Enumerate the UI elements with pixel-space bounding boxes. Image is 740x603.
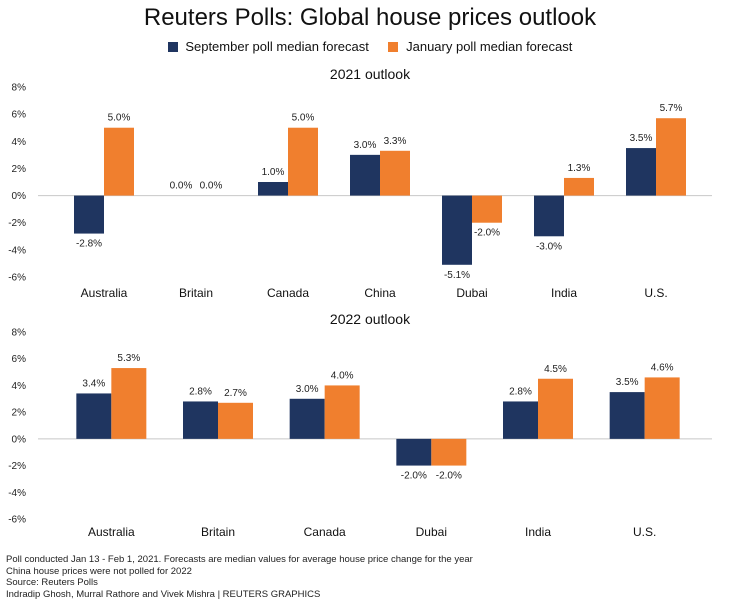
data-label-2021: 0.0% <box>170 181 193 192</box>
bar-2021-january <box>104 127 134 196</box>
y-tick-label-2022: 0% <box>12 434 27 445</box>
bar-2021-january <box>656 118 686 196</box>
bar-2022-january <box>111 368 147 439</box>
data-label-2022: 2.8% <box>189 386 212 397</box>
data-label-2021: 3.5% <box>630 133 653 144</box>
category-label-2022: India <box>525 525 551 539</box>
legend-swatch-september <box>167 42 178 52</box>
category-label-2022: Australia <box>88 525 135 539</box>
bar-2021-september <box>534 195 564 237</box>
legend-label-january: January poll median forecast <box>406 39 573 54</box>
data-label-2021: -5.1% <box>444 270 470 281</box>
y-tick-label-2022: -4% <box>8 488 26 499</box>
bar-2021-september <box>626 148 656 196</box>
data-label-2021: 3.3% <box>384 136 407 147</box>
category-label-2021: Britain <box>179 286 213 300</box>
data-label-2021: 5.0% <box>292 113 315 124</box>
y-tick-label-2021: 0% <box>12 191 27 202</box>
footer-credits: Indradip Ghosh, Murral Rathore and Vivek… <box>6 588 321 600</box>
data-label-2021: 3.0% <box>354 140 377 151</box>
data-label-2021: -2.0% <box>474 228 500 239</box>
bar-2021-september <box>442 195 472 265</box>
y-tick-label-2021: 2% <box>12 164 27 175</box>
bar-2021-september <box>258 182 288 196</box>
data-label-2021: 5.7% <box>660 103 683 114</box>
bar-2022-january <box>324 385 360 439</box>
footer-source: Source: Reuters Polls <box>6 577 98 588</box>
y-tick-label-2021: -4% <box>8 245 26 256</box>
bar-2022-january <box>218 402 253 439</box>
category-label-2021: Dubai <box>456 286 487 300</box>
y-tick-label-2021: 8% <box>12 83 27 94</box>
legend-item-september: September poll median forecast <box>167 39 369 54</box>
category-label-2021: U.S. <box>644 286 667 300</box>
bar-2021-september <box>74 195 104 234</box>
bar-2022-january <box>644 377 680 439</box>
footer: Poll conducted Jan 13 - Feb 1, 2021. For… <box>6 554 473 600</box>
data-label-2021: -3.0% <box>536 241 562 252</box>
footer-note: Poll conducted Jan 13 - Feb 1, 2021. For… <box>6 554 473 565</box>
data-label-2022: 4.5% <box>544 364 567 375</box>
category-label-2021: India <box>551 286 577 300</box>
bar-2021-january <box>288 127 318 196</box>
data-label-2022: 3.4% <box>82 378 105 389</box>
data-label-2022: 2.8% <box>509 386 532 397</box>
data-label-2022: -2.0% <box>401 471 427 482</box>
panel-title-2021: 2021 outlook <box>330 66 411 82</box>
data-label-2021: -2.8% <box>76 239 102 250</box>
category-label-2022: Dubai <box>416 525 447 539</box>
bar-2022-september <box>503 401 538 439</box>
legend-swatch-january <box>388 42 399 52</box>
data-label-2022: 5.3% <box>117 353 140 364</box>
bar-2022-september <box>396 438 432 466</box>
y-tick-label-2022: -2% <box>8 461 26 472</box>
y-tick-label-2022: 8% <box>12 328 27 339</box>
data-label-2021: 1.0% <box>262 167 285 178</box>
bar-2021-january <box>472 195 502 223</box>
y-tick-label-2022: 4% <box>12 381 27 392</box>
category-label-2021: China <box>364 286 396 300</box>
y-tick-label-2021: -6% <box>8 273 26 284</box>
data-label-2022: 3.5% <box>616 377 639 388</box>
data-label-2021: 5.0% <box>108 113 131 124</box>
bar-2022-september <box>609 392 645 439</box>
bar-2022-september <box>183 401 218 439</box>
category-label-2022: Britain <box>201 525 235 539</box>
footer-china-note: China house prices were not polled for 2… <box>6 565 192 577</box>
bar-2021-january <box>380 150 410 196</box>
y-tick-label-2021: 6% <box>12 110 27 121</box>
bar-2022-january <box>538 378 573 439</box>
category-label-2021: Canada <box>267 286 309 300</box>
bar-2021-january <box>564 177 594 196</box>
bar-2022-september <box>289 398 325 439</box>
category-label-2022: Canada <box>304 525 346 539</box>
legend-label-september: September poll median forecast <box>185 39 369 54</box>
data-label-2021: 1.3% <box>568 163 591 174</box>
category-label-2022: U.S. <box>633 525 656 539</box>
data-label-2022: 2.7% <box>224 388 247 399</box>
legend-item-january: January poll median forecast <box>388 39 572 54</box>
panel-title-2022: 2022 outlook <box>330 311 411 327</box>
data-label-2022: -2.0% <box>436 471 462 482</box>
data-label-2022: 4.6% <box>651 362 674 373</box>
y-tick-label-2022: 6% <box>12 354 27 365</box>
y-tick-label-2021: -2% <box>8 218 26 229</box>
data-label-2022: 3.0% <box>296 384 319 395</box>
legend: September poll median forecast January p… <box>0 39 740 54</box>
bar-2022-september <box>76 393 112 439</box>
y-tick-label-2022: -6% <box>8 515 26 526</box>
page-title: Reuters Polls: Global house prices outlo… <box>143 4 597 31</box>
bar-2022-january <box>431 438 467 466</box>
bar-2021-september <box>350 154 380 196</box>
data-label-2022: 4.0% <box>331 370 354 381</box>
data-label-2021: 0.0% <box>200 181 223 192</box>
y-tick-label-2022: 2% <box>12 408 27 419</box>
category-label-2021: Australia <box>81 286 128 300</box>
y-tick-label-2021: 4% <box>12 137 27 148</box>
